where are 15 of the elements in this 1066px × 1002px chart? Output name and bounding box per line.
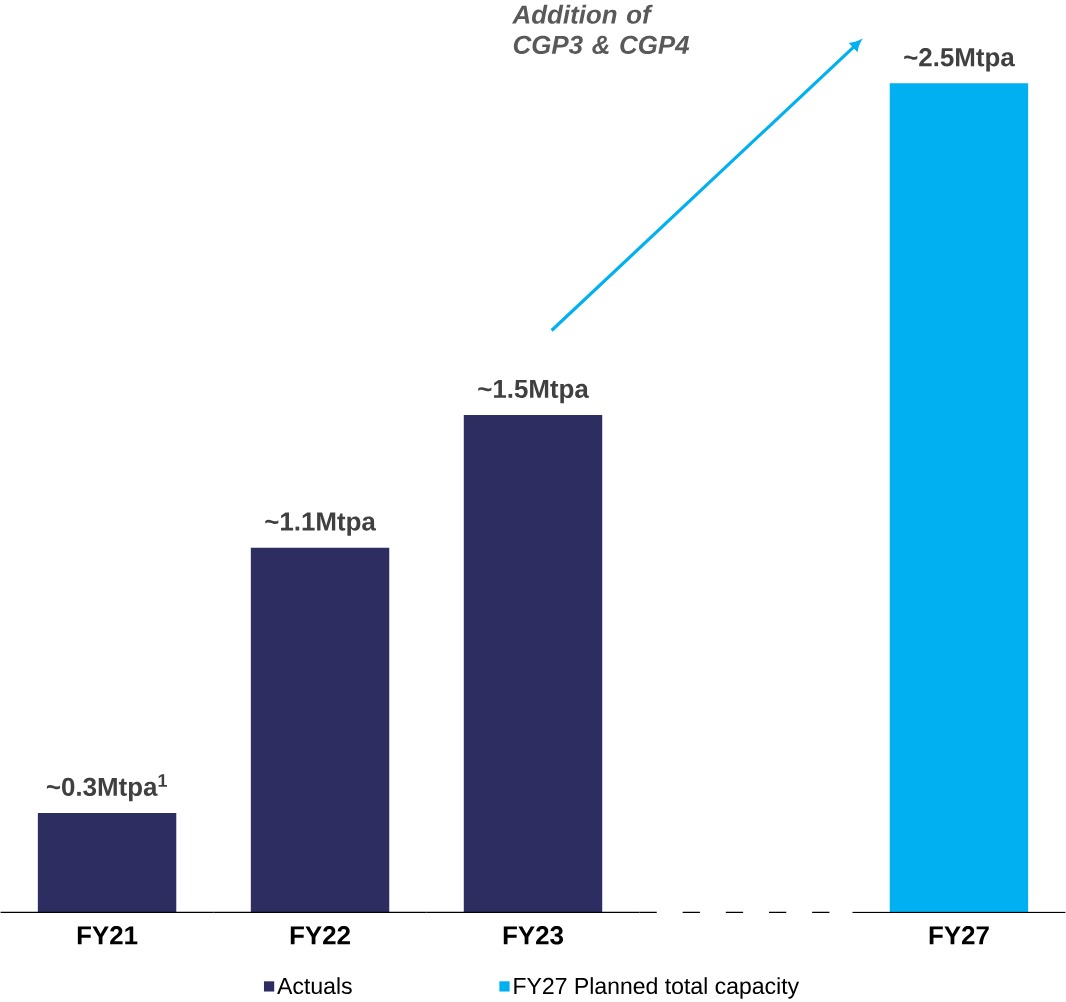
x-tick-label: FY22 — [290, 926, 350, 945]
bar — [463, 415, 603, 913]
bar — [889, 83, 1029, 913]
legend-label: Actuals — [277, 977, 352, 995]
data-label: ~1.1Mtpa — [265, 512, 376, 536]
x-tick-label: FY27 — [929, 926, 989, 945]
bar — [250, 547, 390, 913]
bar — [37, 813, 177, 913]
x-tick-label: FY21 — [77, 926, 138, 945]
data-label: ~0.3Mtpa$^{1}$ — [46, 774, 168, 802]
data-label: ~2.5Mtpa — [904, 48, 1015, 72]
legend-label: FY27 Planned total capacity — [514, 977, 800, 999]
data-label: ~1.5Mtpa — [478, 380, 589, 404]
x-tick-label: FY23 — [503, 926, 564, 945]
text: Addition of CGP3 & CGP4 — [511, 4, 690, 55]
